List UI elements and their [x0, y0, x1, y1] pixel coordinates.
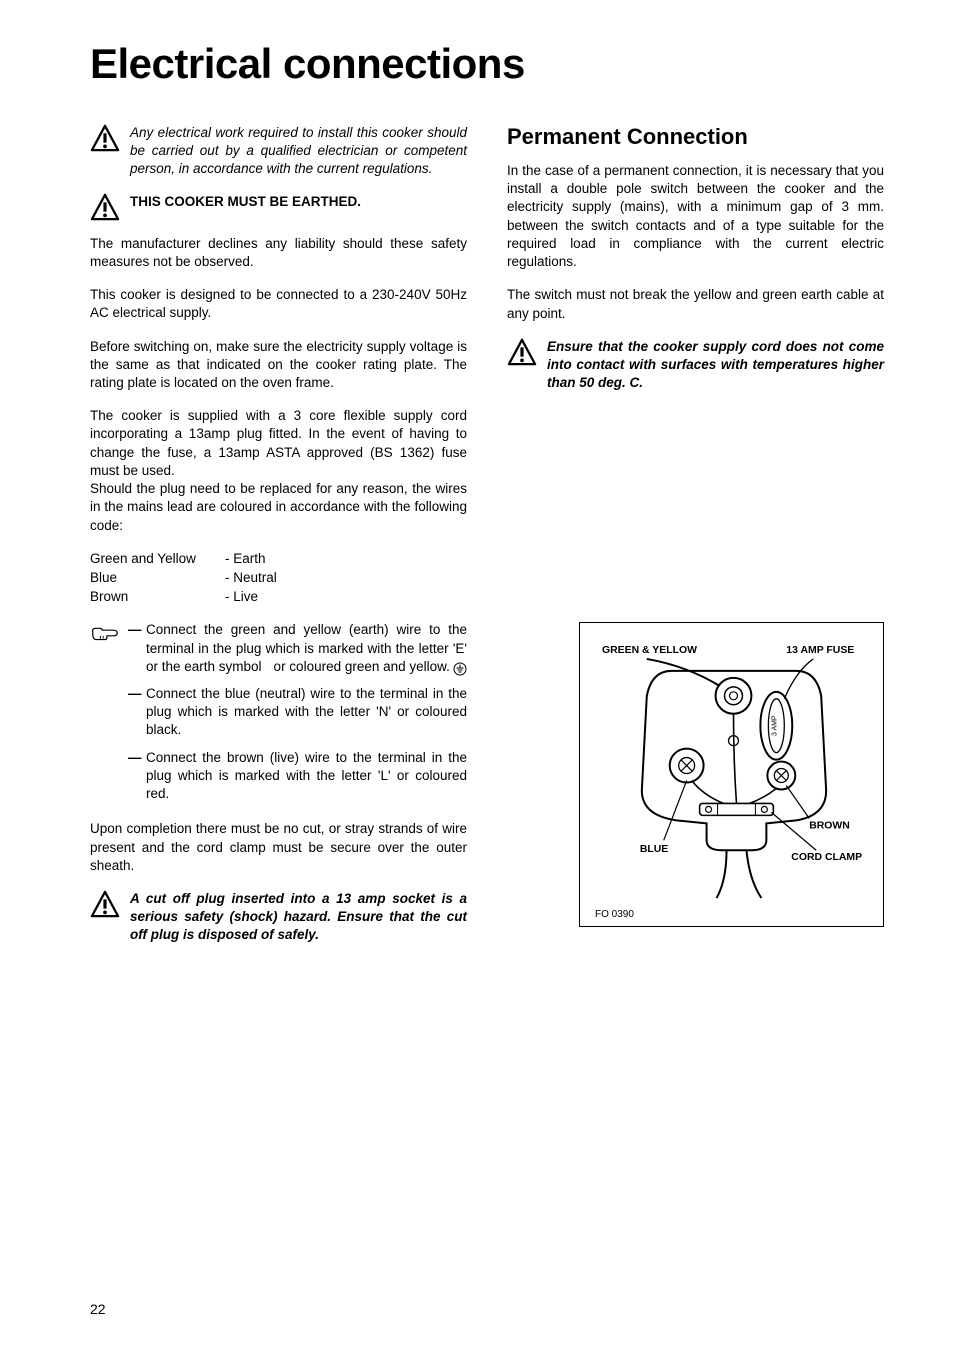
wire-color-table: Green and Yellow - Earth Blue - Neutral …	[90, 550, 467, 607]
bullet-marker: —	[128, 621, 146, 676]
list-item: — Connect the green and yellow (earth) w…	[128, 621, 467, 676]
two-column-layout: Any electrical work required to install …	[90, 124, 884, 959]
paragraph: The manufacturer declines any liability …	[90, 235, 467, 271]
label-green-yellow: GREEN & YELLOW	[602, 645, 697, 656]
warning-icon	[507, 338, 537, 366]
fuse-text: 3 AMP	[771, 715, 778, 736]
warning-text-3: A cut off plug inserted into a 13 amp so…	[130, 890, 467, 945]
wire-name: Brown	[90, 588, 225, 607]
info-block: — Connect the green and yellow (earth) w…	[90, 621, 467, 812]
label-cord-clamp: CORD CLAMP	[791, 853, 862, 864]
warning-text-1: Any electrical work required to install …	[130, 124, 467, 179]
wire-role: - Earth	[225, 550, 266, 569]
paragraph: The switch must not break the yellow and…	[507, 286, 884, 322]
wire-role: - Live	[225, 588, 258, 607]
paragraph: The cooker is supplied with a 3 core fle…	[90, 407, 467, 480]
figure-reference: FO 0390	[592, 909, 871, 920]
pointing-hand-icon	[90, 623, 120, 643]
label-brown: BROWN	[809, 821, 850, 832]
label-blue: BLUE	[640, 845, 668, 856]
warning-text-2: THIS COOKER MUST BE EARTHED.	[130, 193, 361, 211]
warning-icon	[90, 124, 120, 152]
list-item: — Connect the blue (neutral) wire to the…	[128, 685, 467, 740]
paragraph: Before switching on, make sure the elect…	[90, 338, 467, 393]
table-row: Brown - Live	[90, 588, 467, 607]
label-fuse: 13 AMP FUSE	[786, 645, 854, 656]
right-column: Permanent Connection In the case of a pe…	[507, 124, 884, 959]
bullet-text: Connect the green and yellow (earth) wir…	[146, 621, 467, 676]
paragraph: Upon completion there must be no cut, or…	[90, 820, 467, 875]
paragraph: In the case of a permanent connection, i…	[507, 162, 884, 271]
earth-symbol-icon	[453, 662, 467, 676]
warning-block-2: THIS COOKER MUST BE EARTHED.	[90, 193, 467, 221]
warning-icon	[90, 193, 120, 221]
warning-block-4: Ensure that the cooker supply cord does …	[507, 338, 884, 393]
list-item: — Connect the brown (live) wire to the t…	[128, 749, 467, 804]
page-title: Electrical connections	[90, 40, 884, 88]
table-row: Green and Yellow - Earth	[90, 550, 467, 569]
bullet-text: Connect the blue (neutral) wire to the t…	[146, 685, 467, 740]
plug-diagram-svg: GREEN & YELLOW 13 AMP FUSE 3 AMP	[592, 641, 871, 900]
bullet-marker: —	[128, 749, 146, 804]
left-column: Any electrical work required to install …	[90, 124, 467, 959]
warning-text-4: Ensure that the cooker supply cord does …	[547, 338, 884, 393]
paragraph: Should the plug need to be replaced for …	[90, 480, 467, 535]
wire-role: - Neutral	[225, 569, 277, 588]
bullet-text: Connect the brown (live) wire to the ter…	[146, 749, 467, 804]
plug-diagram-figure: GREEN & YELLOW 13 AMP FUSE 3 AMP	[579, 622, 884, 927]
bullet-marker: —	[128, 685, 146, 740]
wire-name: Blue	[90, 569, 225, 588]
warning-icon	[90, 890, 120, 918]
section-heading: Permanent Connection	[507, 124, 884, 150]
bullet-list: — Connect the green and yellow (earth) w…	[128, 621, 467, 812]
page-number: 22	[90, 1301, 106, 1317]
warning-block-1: Any electrical work required to install …	[90, 124, 467, 179]
table-row: Blue - Neutral	[90, 569, 467, 588]
paragraph: This cooker is designed to be connected …	[90, 286, 467, 322]
wire-name: Green and Yellow	[90, 550, 225, 569]
paragraph-group: The cooker is supplied with a 3 core fle…	[90, 407, 467, 535]
warning-block-3: A cut off plug inserted into a 13 amp so…	[90, 890, 467, 945]
